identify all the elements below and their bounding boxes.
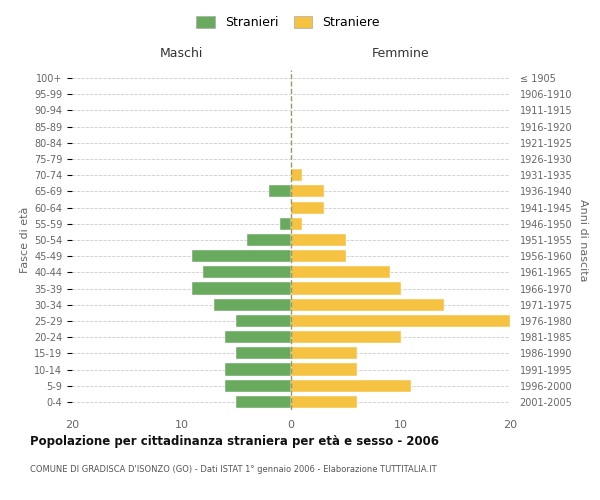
Bar bbox=[214, 298, 291, 311]
Bar bbox=[236, 396, 291, 408]
Bar bbox=[291, 186, 324, 198]
Bar bbox=[236, 348, 291, 360]
Bar bbox=[226, 364, 291, 376]
Bar bbox=[291, 380, 412, 392]
Text: Maschi: Maschi bbox=[160, 48, 203, 60]
Bar bbox=[291, 315, 510, 327]
Text: Popolazione per cittadinanza straniera per età e sesso - 2006: Popolazione per cittadinanza straniera p… bbox=[30, 435, 439, 448]
Bar bbox=[280, 218, 291, 230]
Bar bbox=[193, 282, 291, 294]
Bar bbox=[247, 234, 291, 246]
Text: Femmine: Femmine bbox=[371, 48, 430, 60]
Bar bbox=[291, 218, 302, 230]
Bar bbox=[291, 396, 357, 408]
Bar bbox=[291, 364, 357, 376]
Bar bbox=[203, 266, 291, 278]
Bar bbox=[291, 331, 401, 343]
Bar bbox=[236, 315, 291, 327]
Legend: Stranieri, Straniere: Stranieri, Straniere bbox=[191, 11, 385, 34]
Bar bbox=[226, 380, 291, 392]
Bar bbox=[193, 250, 291, 262]
Y-axis label: Fasce di età: Fasce di età bbox=[20, 207, 30, 273]
Bar bbox=[291, 234, 346, 246]
Bar bbox=[291, 282, 401, 294]
Bar bbox=[291, 266, 389, 278]
Bar bbox=[269, 186, 291, 198]
Bar bbox=[291, 202, 324, 213]
Bar bbox=[291, 169, 302, 181]
Text: COMUNE DI GRADISCA D'ISONZO (GO) - Dati ISTAT 1° gennaio 2006 - Elaborazione TUT: COMUNE DI GRADISCA D'ISONZO (GO) - Dati … bbox=[30, 465, 437, 474]
Bar bbox=[291, 250, 346, 262]
Bar bbox=[226, 331, 291, 343]
Y-axis label: Anni di nascita: Anni di nascita bbox=[578, 198, 588, 281]
Bar bbox=[291, 348, 357, 360]
Bar bbox=[291, 298, 445, 311]
